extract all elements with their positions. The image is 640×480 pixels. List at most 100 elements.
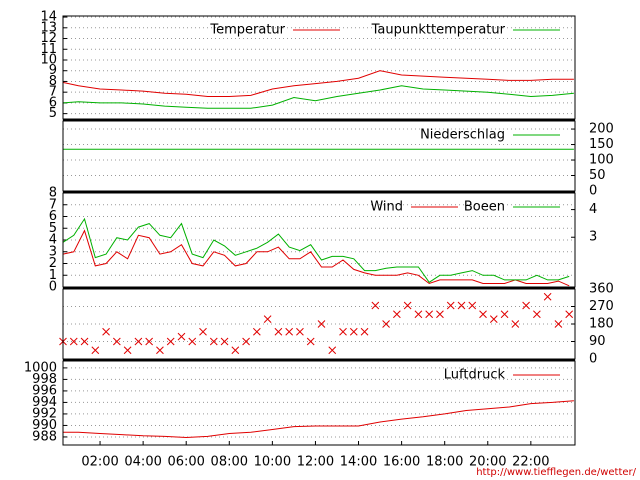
y-tick-label: 0	[589, 352, 597, 367]
y-tick-label: 0	[49, 280, 57, 295]
y-tick-label: 150	[589, 137, 614, 152]
y-tick-label: 992	[32, 406, 57, 421]
direction-point	[382, 320, 390, 328]
x-tick-label: 12:00	[297, 455, 334, 470]
y-tick-label: 6	[49, 95, 57, 110]
legend-label: Niederschlag	[420, 128, 505, 143]
direction-point	[80, 337, 89, 346]
y-tick-label: 5	[49, 106, 57, 121]
x-tick-label: 02:00	[81, 455, 118, 470]
y-tick-label: 180	[589, 317, 614, 332]
direction-point	[436, 310, 444, 319]
y-tick-label: 996	[32, 383, 57, 398]
direction-point	[425, 310, 434, 319]
y-tick-label: 100	[589, 153, 614, 168]
y-tick-label: 360	[589, 282, 614, 297]
direction-point	[543, 292, 552, 301]
direction-point	[102, 327, 110, 336]
direction-point	[500, 310, 509, 319]
x-tick-label: 14:00	[340, 455, 377, 470]
direction-point	[134, 337, 143, 346]
direction-point	[414, 310, 423, 319]
direction-point	[306, 337, 315, 346]
direction-point	[479, 310, 487, 319]
y-tick-label: 9	[49, 63, 57, 78]
direction-point	[457, 301, 466, 310]
y-tick-label: 3	[49, 244, 57, 259]
series-line	[62, 229, 570, 287]
direction-point	[511, 320, 520, 328]
direction-point	[285, 327, 294, 336]
direction-point	[565, 310, 574, 319]
y-tick-label: 994	[32, 395, 57, 410]
y-tick-label: 7	[49, 85, 57, 100]
direction-point	[393, 310, 401, 319]
legend-label: Luftdruck	[444, 368, 506, 383]
x-tick-label: 06:00	[167, 455, 204, 470]
direction-point	[242, 337, 250, 346]
y-tick-label: 90	[589, 334, 606, 349]
series-line	[63, 400, 574, 439]
legend-label: Temperatur	[209, 23, 285, 38]
y-tick-label: 12	[40, 31, 57, 46]
y-tick-label: 998	[32, 372, 57, 387]
direction-point	[145, 337, 154, 346]
y-tick-label: 14	[40, 10, 57, 25]
y-tick-label: 8	[49, 186, 57, 201]
direction-point	[156, 346, 164, 355]
direction-point	[371, 301, 380, 310]
direction-point	[522, 301, 530, 310]
x-tick-label: 08:00	[211, 455, 248, 470]
legend-label: Boeen	[464, 200, 505, 215]
x-tick-label: 16:00	[383, 455, 420, 470]
direction-point	[349, 327, 358, 336]
series-line	[62, 217, 570, 283]
direction-point	[446, 301, 455, 310]
direction-point	[91, 346, 100, 355]
direction-point	[274, 327, 283, 336]
direction-point	[533, 310, 541, 319]
y2-tick-label: 4	[589, 202, 597, 217]
y-tick-label: 2	[49, 256, 57, 271]
y-tick-label: 8	[49, 74, 57, 89]
direction-point	[220, 337, 229, 346]
direction-point	[253, 327, 261, 336]
direction-point	[339, 327, 347, 336]
y-tick-label: 6	[49, 209, 57, 224]
y-tick-label: 4	[49, 233, 57, 248]
direction-point	[403, 301, 412, 310]
direction-point	[188, 337, 197, 346]
x-tick-label: 04:00	[124, 455, 161, 470]
y-tick-label: 10	[40, 52, 57, 67]
direction-point	[296, 327, 304, 336]
direction-point	[360, 327, 369, 336]
y2-tick-label: 3	[589, 230, 597, 245]
direction-point	[328, 346, 337, 355]
direction-point	[112, 337, 121, 346]
direction-point	[199, 327, 207, 336]
y-tick-label: 50	[589, 168, 606, 183]
y-tick-label: 1000	[24, 360, 57, 375]
x-tick-label: 10:00	[254, 455, 291, 470]
y-tick-label: 13	[40, 20, 57, 35]
series-line	[63, 70, 574, 97]
direction-point	[231, 346, 240, 355]
legend-label: Wind	[370, 200, 403, 215]
y-tick-label: 988	[32, 429, 57, 444]
direction-point	[177, 332, 186, 341]
y-tick-label: 5	[49, 221, 57, 236]
direction-point	[166, 337, 175, 346]
legend-label: Taupunkttemperatur	[371, 23, 506, 38]
direction-point	[468, 301, 477, 310]
y-tick-label: 7	[49, 197, 57, 212]
y-tick-label: 1	[49, 268, 57, 283]
x-tick-label: 20:00	[469, 455, 506, 470]
y-tick-label: 270	[589, 299, 614, 314]
direction-point	[209, 337, 218, 346]
direction-point	[554, 320, 563, 328]
x-tick-label: 18:00	[426, 455, 463, 470]
series-line	[63, 85, 574, 109]
y-tick-label: 200	[589, 122, 614, 137]
source-url: http://www.tiefflegen.de/wetter/	[476, 467, 636, 478]
